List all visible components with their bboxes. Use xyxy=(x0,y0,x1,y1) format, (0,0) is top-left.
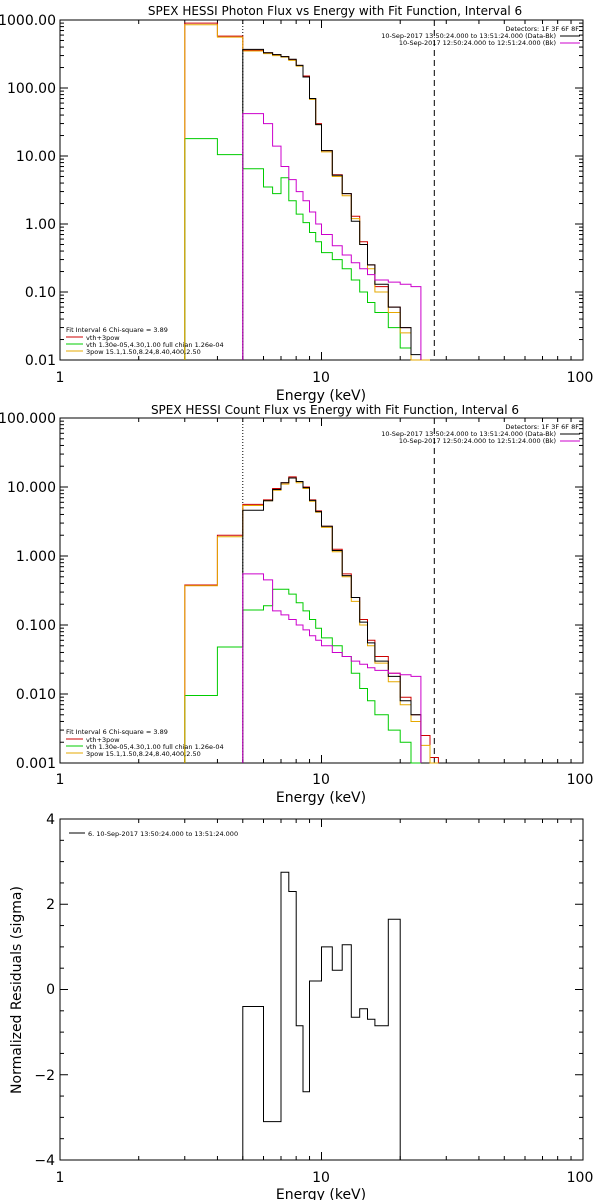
panel1-xlabel: Energy (keV) xyxy=(276,388,366,404)
series-10-sep-2017-13-50-24-000 xyxy=(242,48,422,360)
panel2-xlabel: Energy (keV) xyxy=(276,790,366,806)
panel3-ticks xyxy=(59,818,583,1161)
legend-entry: 10-Sep-2017 13:50:24.000 to 13:51:24.000… xyxy=(381,32,556,40)
series-10-sep-2017-12-50-24-000 xyxy=(242,113,422,360)
y-tick-label: 0.10 xyxy=(25,285,56,301)
y-tick-label: 4 xyxy=(46,812,55,828)
panel3-series xyxy=(242,871,401,1160)
fit-legend-title: Fit Interval 6 Chi-square = 3.89 xyxy=(66,728,168,736)
y-tick-label: 0.01 xyxy=(25,353,56,369)
series-10-sep-2017-12-50-24-000 xyxy=(242,573,422,763)
panel1-ticks xyxy=(59,19,583,361)
series-10-sep-2017-13-50-24-000 xyxy=(242,477,422,763)
panel1-vlines xyxy=(242,20,435,360)
y-tick-label: 1000.00 xyxy=(0,13,56,29)
x-tick-label: 100 xyxy=(567,1170,594,1186)
y-tick-label: −2 xyxy=(34,1068,55,1084)
x-tick-label: 10 xyxy=(312,370,330,386)
legend-title: Detectors: 1F 3F 6F 8F xyxy=(505,423,579,431)
series-vth-1-30e-05-4-30-1-00-f xyxy=(184,588,421,764)
series-vth-1-30e-05-4-30-1-00-f xyxy=(184,138,430,361)
panel1-title: SPEX HESSI Photon Flux vs Energy with Fi… xyxy=(148,4,522,18)
legend-entry: 10-Sep-2017 13:50:24.000 to 13:51:24.000… xyxy=(381,430,556,438)
fit-legend-title: Fit Interval 6 Chi-square = 3.89 xyxy=(66,326,168,334)
panel2-title: SPEX HESSI Count Flux vs Energy with Fit… xyxy=(151,403,519,417)
fit-legend-entry: vth 1.30e-05,4.30,1.00 full chian 1.26e-… xyxy=(86,341,224,349)
legend-entry: 10-Sep-2017 12:50:24.000 to 12:51:24.000… xyxy=(399,437,556,445)
y-tick-label: 1.000 xyxy=(16,549,56,565)
y-tick-label: 2 xyxy=(46,897,55,913)
fit-legend-entry: vth 1.30e-05,4.30,1.00 full chian 1.26e-… xyxy=(86,743,224,751)
x-tick-label: 1 xyxy=(56,370,65,386)
y-tick-label: −4 xyxy=(34,1153,55,1169)
fit-legend-entry: 3pow 15.1,1.50,8.24,8.40,400,2.50 xyxy=(86,750,201,758)
series-vth-3pow xyxy=(184,22,430,361)
series-6-10-sep-2017-13-50-24-0 xyxy=(242,871,401,1160)
count-flux-panel: SPEX HESSI Count Flux vs Energy with Fit… xyxy=(0,403,593,806)
residual-legend-entry: 6. 10-Sep-2017 13:50:24.000 to 13:51:24.… xyxy=(88,830,238,838)
panel2-ticks xyxy=(59,417,583,764)
legend-title: Detectors: 1F 3F 6F 8F xyxy=(505,25,579,33)
y-tick-label: 0.100 xyxy=(16,618,56,634)
x-tick-label: 10 xyxy=(312,772,330,788)
residuals-panel: 4 2 0 −2 −4 1 10 100 Energy (keV) Normal… xyxy=(9,812,593,1200)
y-tick-label: 10.00 xyxy=(16,149,56,165)
y-tick-label: 10.000 xyxy=(7,480,56,496)
fit-legend-entry: vth+3pow xyxy=(86,736,120,744)
fit-legend-entry: vth+3pow xyxy=(86,334,120,342)
x-tick-label: 1 xyxy=(56,1170,65,1186)
x-tick-label: 1 xyxy=(56,772,65,788)
legend-entry: 10-Sep-2017 12:50:24.000 to 12:51:24.000… xyxy=(399,39,556,47)
panel2-series xyxy=(184,476,439,764)
panel2-vlines xyxy=(242,418,435,763)
y-tick-label: 1.00 xyxy=(25,217,56,233)
series-3pow-15-1-1-50-8-24-8-40 xyxy=(184,477,439,764)
y-tick-label: 0 xyxy=(46,982,55,998)
y-tick-label: 0.010 xyxy=(16,687,56,703)
x-tick-label: 100 xyxy=(567,772,594,788)
x-tick-label: 10 xyxy=(312,1170,330,1186)
y-tick-label: 0.001 xyxy=(16,756,56,772)
photon-flux-panel: SPEX HESSI Photon Flux vs Energy with Fi… xyxy=(0,4,593,404)
panel3-ylabel: Normalized Residuals (sigma) xyxy=(9,886,25,1094)
panel1-frame xyxy=(59,19,584,361)
panel3-xlabel: Energy (keV) xyxy=(276,1187,366,1200)
series-3pow-15-1-1-50-8-24-8-40 xyxy=(184,24,430,361)
y-tick-label: 100.00 xyxy=(7,81,56,97)
panel1-series xyxy=(184,22,430,361)
y-tick-label: 100.000 xyxy=(0,411,56,427)
fit-legend-entry: 3pow 15.1,1.50,8.24,8.40,400,2.50 xyxy=(86,348,201,356)
panel2-frame xyxy=(59,417,584,764)
panel3-frame xyxy=(59,818,584,1161)
x-tick-label: 100 xyxy=(567,370,594,386)
